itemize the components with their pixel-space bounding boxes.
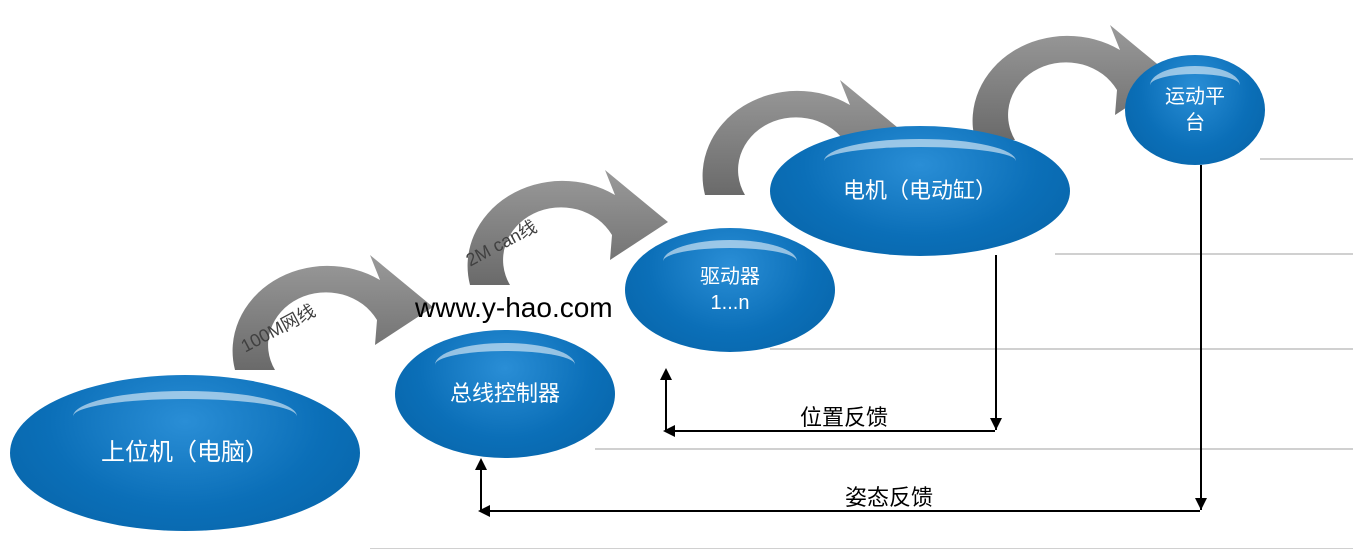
node-glare bbox=[73, 391, 297, 443]
step-line-4 bbox=[1260, 75, 1353, 160]
node-bus: 总线控制器 bbox=[395, 330, 615, 458]
step-line-1 bbox=[595, 350, 1353, 450]
feedback-label-0: 位置反馈 bbox=[800, 400, 888, 432]
node-label-platform: 运动平 台 bbox=[1155, 84, 1235, 136]
feedback-down-arrowhead-0 bbox=[990, 418, 1002, 430]
node-motor: 电机（电动缸） bbox=[770, 126, 1070, 256]
feedback-up-arrowhead-1 bbox=[475, 458, 487, 470]
node-host: 上位机（电脑） bbox=[10, 375, 360, 531]
step-line-2 bbox=[770, 255, 1353, 350]
node-label-host: 上位机（电脑） bbox=[91, 437, 279, 468]
node-label-driver: 驱动器 1...n bbox=[690, 264, 770, 316]
feedback-down-arrowhead-1 bbox=[1195, 498, 1207, 510]
feedback-down-0 bbox=[995, 255, 997, 430]
node-label-motor: 电机（电动缸） bbox=[833, 177, 1007, 206]
feedback-up-arrowhead-0 bbox=[660, 368, 672, 380]
diagram-canvas: 100M网线2M can线上位机（电脑）总线控制器驱动器 1...n电机（电动缸… bbox=[0, 0, 1353, 549]
node-label-bus: 总线控制器 bbox=[440, 380, 570, 409]
watermark-text: www.y-hao.com bbox=[415, 292, 613, 324]
node-driver: 驱动器 1...n bbox=[625, 228, 835, 352]
feedback-horiz-1 bbox=[480, 510, 1200, 512]
feedback-label-1: 姿态反馈 bbox=[845, 480, 933, 512]
node-platform: 运动平 台 bbox=[1125, 55, 1265, 165]
feedback-down-1 bbox=[1200, 165, 1202, 510]
